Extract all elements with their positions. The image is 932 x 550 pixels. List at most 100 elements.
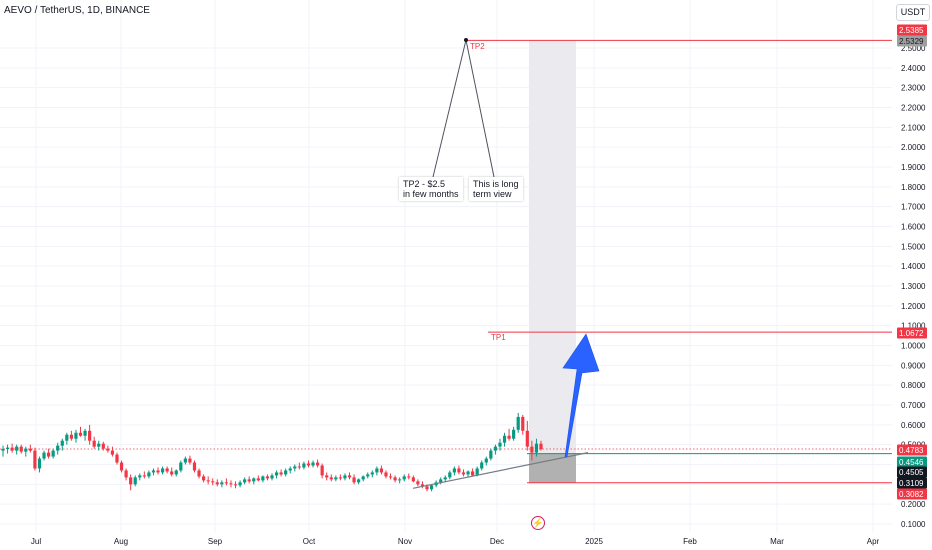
time-axis[interactable]: Jul Aug Sep Oct Nov Dec 2025 Feb Mar Apr bbox=[31, 537, 880, 546]
candle-body bbox=[288, 468, 292, 471]
candle-body bbox=[452, 468, 456, 473]
callout-line-long bbox=[465, 39, 495, 178]
candle-body bbox=[370, 472, 374, 475]
candle-body bbox=[243, 479, 247, 483]
candle-body bbox=[1, 449, 5, 451]
candle-body bbox=[489, 450, 493, 459]
candle-body bbox=[138, 475, 142, 478]
note-tp2-line-1: TP2 - $2.5 bbox=[403, 179, 446, 189]
price-badge-label: 0.3109 bbox=[899, 479, 924, 488]
callout-anchor bbox=[464, 38, 468, 42]
candle-body bbox=[19, 446, 23, 452]
candle-body bbox=[197, 470, 201, 477]
candle-body bbox=[15, 446, 19, 451]
time-tick-label: Dec bbox=[490, 537, 504, 546]
candle-body bbox=[151, 470, 156, 473]
candle-body bbox=[457, 468, 461, 473]
candle-body bbox=[429, 485, 434, 490]
candle-body bbox=[51, 450, 55, 457]
price-badge bbox=[897, 24, 927, 36]
candle-body bbox=[425, 486, 429, 490]
candle-body bbox=[28, 448, 32, 451]
candle-body bbox=[24, 448, 28, 452]
candle-body bbox=[156, 470, 160, 473]
candle-body bbox=[202, 476, 206, 481]
time-tick-label: Feb bbox=[683, 537, 697, 546]
symbol-title[interactable]: AEVO / TetherUS, 1D, BINANCE bbox=[4, 5, 150, 16]
price-tick-label: 1.8000 bbox=[901, 183, 926, 192]
candle-body bbox=[539, 443, 543, 450]
price-badge-label: 0.4505 bbox=[899, 468, 924, 477]
candle-body bbox=[188, 458, 192, 463]
trade-zones bbox=[0, 39, 892, 484]
candlestick-series bbox=[1, 412, 543, 492]
candle-body bbox=[525, 430, 529, 447]
candle-body bbox=[502, 435, 507, 443]
candle-body bbox=[398, 479, 402, 481]
candle-body bbox=[338, 477, 342, 479]
candle-body bbox=[443, 477, 447, 480]
price-badge-label: 0.3082 bbox=[899, 490, 924, 499]
price-tick-label: 0.2000 bbox=[901, 500, 926, 509]
price-tick-label: 0.7000 bbox=[901, 401, 926, 410]
candle-body bbox=[361, 476, 365, 480]
price-badge-label: 2.5329 bbox=[899, 37, 924, 46]
candle-body bbox=[279, 472, 283, 475]
lightning-event-icon[interactable]: ⚡ bbox=[531, 516, 545, 530]
price-tick-label: 0.6000 bbox=[901, 421, 926, 430]
time-tick-label: Nov bbox=[398, 537, 412, 546]
candle-body bbox=[192, 462, 197, 471]
candle-body bbox=[352, 477, 356, 483]
candle-body bbox=[174, 470, 178, 475]
candle-body bbox=[516, 416, 520, 430]
price-tick-label: 1.9000 bbox=[901, 163, 926, 172]
candle-body bbox=[484, 458, 488, 463]
price-axis[interactable]: 0.10000.20000.30000.40000.50000.60000.70… bbox=[897, 24, 927, 530]
time-tick-label: Aug bbox=[114, 537, 128, 546]
price-tick-label: 0.8000 bbox=[901, 381, 926, 390]
candle-body bbox=[284, 470, 288, 475]
time-tick-label: Oct bbox=[303, 537, 316, 546]
candle-body bbox=[97, 443, 101, 447]
price-badge bbox=[897, 35, 927, 47]
price-tick-label: 0.9000 bbox=[901, 361, 926, 370]
price-badge bbox=[897, 444, 927, 456]
note-long-line-1: This is long bbox=[473, 179, 519, 189]
price-tick-label: 2.0000 bbox=[901, 143, 926, 152]
candle-body bbox=[124, 470, 128, 478]
candle-body bbox=[238, 482, 242, 486]
candle-body bbox=[33, 450, 37, 469]
drawings: TP2 TP1 bbox=[412, 38, 600, 489]
candle-body bbox=[493, 446, 498, 451]
price-badge-label: 2.5385 bbox=[899, 26, 924, 35]
tp2-label: TP2 bbox=[470, 42, 485, 51]
tp1-label: TP1 bbox=[491, 333, 506, 342]
candle-body bbox=[220, 482, 224, 485]
candle-body bbox=[37, 458, 42, 469]
candle-body bbox=[393, 477, 397, 481]
candle-body bbox=[384, 472, 388, 477]
price-tick-label: 2.3000 bbox=[901, 84, 926, 93]
candle-body bbox=[297, 466, 301, 468]
candle-body bbox=[170, 471, 174, 475]
candle-body bbox=[388, 476, 393, 478]
currency-button[interactable]: USDT bbox=[896, 4, 930, 21]
candle-body bbox=[252, 478, 256, 482]
candle-body bbox=[65, 434, 69, 441]
note-tp2: TP2 - $2.5 in few months bbox=[399, 177, 463, 201]
note-long-term: This is long term view bbox=[469, 177, 523, 201]
candle-body bbox=[83, 430, 87, 436]
price-badge bbox=[897, 477, 927, 489]
candle-body bbox=[110, 450, 115, 455]
candle-body bbox=[471, 471, 475, 476]
candle-body bbox=[357, 479, 361, 483]
candle-body bbox=[206, 480, 210, 482]
candle-body bbox=[325, 475, 329, 478]
candle-body bbox=[521, 416, 525, 431]
price-tick-label: 1.3000 bbox=[901, 282, 926, 291]
candle-body bbox=[347, 475, 352, 478]
time-tick-label: Jul bbox=[31, 537, 41, 546]
candle-body bbox=[402, 476, 406, 480]
candle-body bbox=[498, 442, 502, 447]
